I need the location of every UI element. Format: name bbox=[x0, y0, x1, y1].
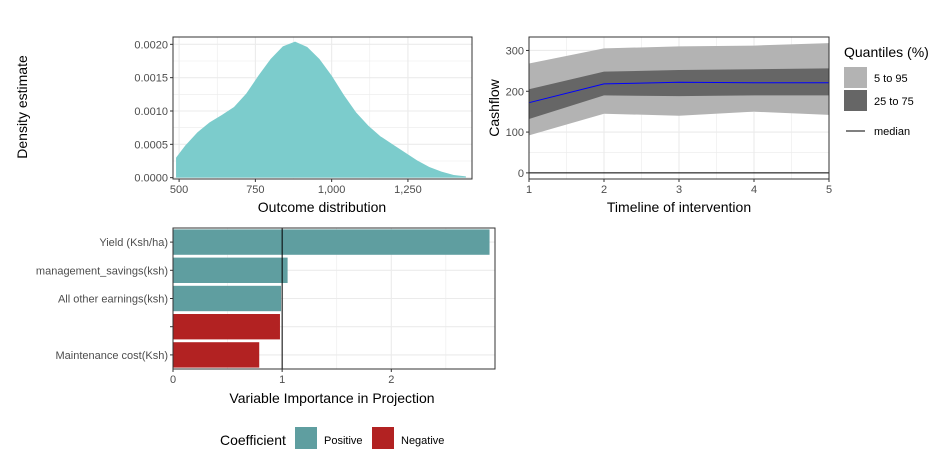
cashflow-x-tick-label: 3 bbox=[676, 184, 682, 196]
legend-label-25-75: 25 to 75 bbox=[874, 96, 914, 108]
legend-key-5-95 bbox=[844, 67, 867, 88]
density-x-tick-label: 1,250 bbox=[394, 184, 422, 196]
vip-category-labels: Yield (Ksh/ha) management_savings(ksh) All… bbox=[36, 237, 173, 362]
density-y-tick-label: 0.0000 bbox=[134, 173, 168, 185]
cashflow-x-tick-label: 1 bbox=[526, 184, 532, 196]
band-25-75 bbox=[529, 68, 829, 120]
density-panel: 500 750 1,000 1,250 0.0000 0.0005 0.0010 0.001… bbox=[14, 36, 473, 215]
density-x-ticks: 500 750 1,000 1,250 bbox=[170, 179, 422, 196]
vip-x-ticks: 0 1 2 bbox=[170, 369, 394, 386]
cashflow-x-ticks: 1 2 3 4 5 bbox=[526, 179, 832, 196]
cashflow-median-line bbox=[528, 81, 829, 104]
cashflow-y-tick-label: 100 bbox=[506, 127, 524, 139]
legend-key-negative bbox=[372, 427, 394, 449]
vip-category-label: Yield (Ksh/ha) bbox=[99, 237, 168, 249]
density-y-ticks: 0.0000 0.0005 0.0010 0.0015 0.0020 bbox=[134, 39, 173, 185]
density-y-tick-label: 0.0015 bbox=[134, 73, 168, 85]
legend-label-negative: Negative bbox=[401, 435, 444, 447]
vip-x-tick-label: 2 bbox=[388, 374, 394, 386]
vip-bar bbox=[173, 342, 260, 368]
density-y-tick-label: 0.0005 bbox=[134, 139, 168, 151]
vip-bars bbox=[173, 229, 490, 368]
legend-label-5-95: 5 to 95 bbox=[874, 73, 908, 85]
density-area bbox=[176, 41, 466, 178]
density-x-tick-label: 500 bbox=[170, 184, 188, 196]
density-x-tick-label: 750 bbox=[246, 184, 264, 196]
vip-category-label: All other earnings(ksh) bbox=[58, 294, 168, 306]
cashflow-y-ticks: 0 100 200 300 bbox=[506, 45, 529, 180]
coefficient-legend-title: Coefficient bbox=[220, 432, 286, 448]
legend-key-positive bbox=[295, 427, 317, 449]
density-x-title: Outcome distribution bbox=[258, 199, 386, 215]
vip-category-label: management_savings(ksh) bbox=[36, 265, 168, 277]
density-y-tick-label: 0.0010 bbox=[134, 106, 168, 118]
vip-category-label: Maintenance cost(Ksh) bbox=[56, 350, 169, 362]
density-x-tick-label: 1,000 bbox=[318, 184, 346, 196]
quantiles-legend-title: Quantiles (%) bbox=[844, 44, 929, 60]
vip-x-title: Variable Importance in Projection bbox=[229, 390, 434, 406]
vip-bar bbox=[173, 285, 282, 312]
vip-x-tick-label: 0 bbox=[170, 374, 176, 386]
legend-key-25-75 bbox=[844, 90, 867, 111]
cashflow-y-tick-label: 0 bbox=[518, 168, 524, 180]
cashflow-y-title: Cashflow bbox=[486, 78, 502, 136]
coefficient-legend: Coefficient Positive Negative bbox=[220, 427, 444, 449]
cashflow-x-tick-label: 2 bbox=[601, 184, 607, 196]
density-y-tick-label: 0.0020 bbox=[134, 39, 168, 51]
legend-label-positive: Positive bbox=[324, 435, 363, 447]
cashflow-x-tick-label: 5 bbox=[826, 184, 832, 196]
cashflow-bands bbox=[529, 43, 829, 136]
cashflow-x-title: Timeline of intervention bbox=[607, 199, 751, 215]
vip-bar bbox=[173, 229, 490, 255]
quantiles-legend: Quantiles (%) 5 to 95 25 to 75 median bbox=[844, 44, 929, 138]
density-frame bbox=[172, 36, 473, 180]
cashflow-panel: 1 2 3 4 5 0 100 200 300 Timeline of interventio… bbox=[486, 36, 929, 215]
vip-x-tick-label: 1 bbox=[279, 374, 285, 386]
vip-bar bbox=[173, 257, 288, 283]
cashflow-y-tick-label: 200 bbox=[506, 86, 524, 98]
cashflow-y-tick-label: 300 bbox=[506, 45, 524, 57]
cashflow-x-tick-label: 4 bbox=[751, 184, 757, 196]
vip-bar bbox=[173, 314, 280, 340]
legend-label-median: median bbox=[874, 126, 910, 138]
vip-panel: 0 1 2 Yield (Ksh/ha) management_savings(ksh… bbox=[36, 227, 496, 449]
density-y-title: Density estimate bbox=[14, 55, 30, 159]
